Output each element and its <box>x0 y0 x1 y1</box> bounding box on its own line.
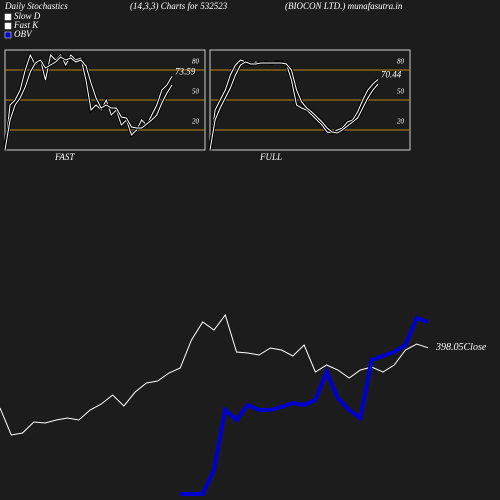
series-line <box>4 56 173 151</box>
series-line <box>4 53 173 151</box>
close-label: 398.05Close <box>435 342 487 353</box>
y-tick-label: 80 <box>192 58 200 66</box>
panel-title: FAST <box>54 152 75 162</box>
y-tick-label: 50 <box>192 88 200 96</box>
series-line <box>209 61 379 151</box>
last-value-label: 70.44 <box>381 70 402 80</box>
legend-label: Slow D <box>14 11 41 21</box>
last-value-label: 73.59 <box>175 66 196 76</box>
legend-swatch <box>4 31 12 39</box>
series-line <box>209 59 379 151</box>
legend-swatch <box>4 13 12 21</box>
header-middle: (14,3,3) Charts for 532523 <box>130 1 228 11</box>
header-left: Daily Stochastics <box>4 1 68 11</box>
y-tick-label: 20 <box>192 118 200 126</box>
header-right: (BIOCON LTD.) munafasutra.in <box>285 1 403 11</box>
legend-swatch <box>4 22 12 30</box>
price-line <box>0 313 429 436</box>
y-tick-label: 80 <box>397 58 405 66</box>
y-tick-label: 20 <box>397 118 405 126</box>
panel-title: FULL <box>259 152 282 162</box>
obv-line <box>180 315 429 496</box>
legend-label: OBV <box>14 29 33 39</box>
legend-label: Fast K <box>13 20 39 30</box>
y-tick-label: 50 <box>397 88 405 96</box>
